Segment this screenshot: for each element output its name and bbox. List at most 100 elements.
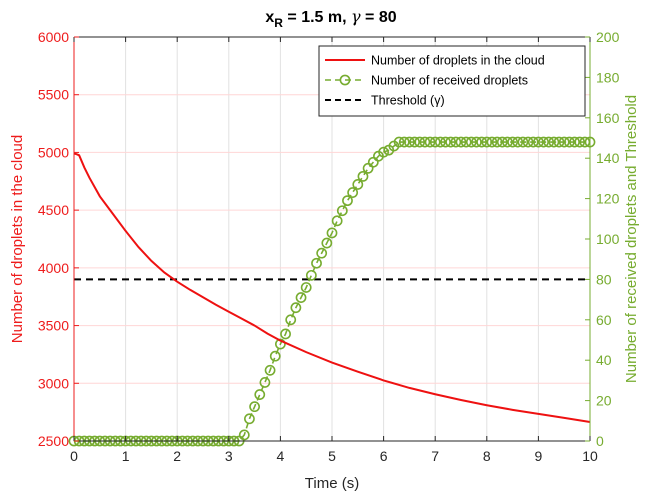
y-left-tick-label: 2500 xyxy=(38,433,69,449)
y-right-tick-label: 100 xyxy=(596,231,620,247)
received-point xyxy=(517,136,529,148)
received-point xyxy=(409,136,420,148)
x-tick-label: 0 xyxy=(70,448,78,464)
received-point xyxy=(259,377,271,388)
received-point xyxy=(264,364,276,376)
received-point xyxy=(398,136,410,148)
title-gamma: γ xyxy=(351,7,361,26)
received-point xyxy=(471,136,482,148)
received-point xyxy=(450,136,462,148)
received-point xyxy=(574,136,586,148)
received-point xyxy=(342,195,353,207)
received-point xyxy=(507,136,518,148)
legend-label-cloud: Number of droplets in the cloud xyxy=(371,54,545,68)
received-point xyxy=(533,136,544,148)
received-point xyxy=(527,136,539,148)
x-tick-label: 7 xyxy=(431,448,439,464)
received-point xyxy=(305,269,317,281)
y-left-tick-label: 3000 xyxy=(38,375,69,391)
legend: Number of droplets in the cloud Number o… xyxy=(318,45,586,117)
x-tick-label: 9 xyxy=(535,448,543,464)
received-point xyxy=(538,136,549,148)
x-tick-label: 4 xyxy=(277,448,285,464)
received-point xyxy=(269,350,281,362)
y-right-tick-label: 200 xyxy=(596,29,620,45)
x-tick-label: 1 xyxy=(122,448,130,464)
received-point xyxy=(522,136,534,148)
received-point xyxy=(336,205,348,217)
received-point xyxy=(331,215,343,227)
y-right-tick-label: 160 xyxy=(596,110,620,126)
received-point xyxy=(352,179,364,190)
received-point xyxy=(512,136,524,148)
received-point xyxy=(445,136,457,148)
received-point xyxy=(569,136,580,148)
received-point xyxy=(285,314,297,326)
title-main: x xyxy=(265,9,274,26)
received-point xyxy=(321,237,333,249)
legend-label-threshold: Threshold (γ) xyxy=(371,94,445,108)
y-left-tick-label: 5000 xyxy=(38,144,69,160)
received-point xyxy=(290,302,302,314)
received-point xyxy=(579,136,591,148)
received-point xyxy=(563,136,575,148)
y-right-tick-label: 0 xyxy=(596,433,604,449)
legend-marker-received xyxy=(339,74,351,86)
chart-title: xR = 1.5 m, γ = 80 xyxy=(265,7,396,30)
y-right-tick-label: 20 xyxy=(596,393,612,409)
received-point xyxy=(362,162,374,174)
received-droplets-series xyxy=(68,136,596,447)
y-left-tick-label: 5500 xyxy=(38,87,69,103)
y-right-tick-label: 40 xyxy=(596,352,612,368)
received-point xyxy=(440,136,451,148)
received-point xyxy=(326,227,338,239)
legend-label-received: Number of received droplets xyxy=(371,74,528,88)
received-point xyxy=(455,136,467,148)
received-point xyxy=(311,257,322,269)
received-point xyxy=(254,389,266,400)
x-tick-label: 2 xyxy=(173,448,181,464)
y-left-tick-label: 4000 xyxy=(38,260,69,276)
received-point xyxy=(460,136,472,148)
legend-box xyxy=(318,45,586,117)
received-point xyxy=(238,429,250,441)
received-point xyxy=(543,136,555,148)
y-axis-left-label: Number of droplets in the cloud xyxy=(9,135,26,343)
received-point xyxy=(502,136,513,148)
y-left-tick-label: 6000 xyxy=(38,29,69,45)
x-tick-label: 10 xyxy=(582,448,598,464)
received-point xyxy=(295,292,307,303)
tick-labels: 0 1 2 3 4 5 6 7 8 9 10 2500 3000 3500 4000 4500 5000 5500… xyxy=(38,29,620,464)
received-point xyxy=(558,136,570,148)
title-rest: = 1.5 m, xyxy=(283,9,351,26)
x-tick-label: 8 xyxy=(483,448,491,464)
received-point xyxy=(486,136,498,148)
received-point xyxy=(491,136,503,148)
received-point xyxy=(274,338,286,350)
received-point xyxy=(244,413,255,425)
received-point xyxy=(434,136,446,148)
x-axis-label: Time (s) xyxy=(305,475,359,492)
y-right-tick-label: 120 xyxy=(596,191,620,207)
received-point xyxy=(476,136,488,148)
received-point xyxy=(403,136,415,148)
received-point xyxy=(481,136,493,148)
received-point xyxy=(424,136,436,148)
received-point xyxy=(548,136,560,148)
y-left-tick-label: 4500 xyxy=(38,202,69,218)
x-tick-label: 3 xyxy=(225,448,233,464)
received-point xyxy=(378,146,389,158)
received-point xyxy=(414,136,426,148)
received-point xyxy=(300,282,312,293)
received-point xyxy=(347,187,359,198)
x-tick-label: 5 xyxy=(328,448,336,464)
y-right-tick-label: 60 xyxy=(596,312,612,328)
received-point xyxy=(429,136,441,148)
received-point xyxy=(393,136,405,148)
received-point xyxy=(316,247,328,259)
y-right-tick-label: 180 xyxy=(596,69,620,85)
title-tail: = 80 xyxy=(361,9,397,26)
received-point xyxy=(419,136,431,148)
